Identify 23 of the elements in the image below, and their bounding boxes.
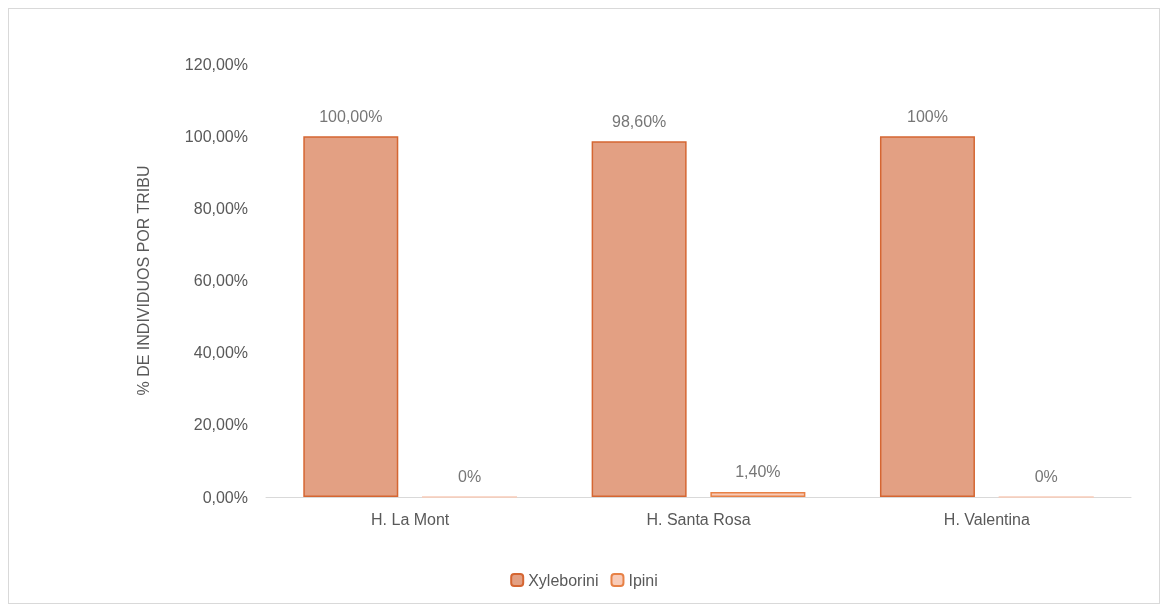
bar	[591, 141, 687, 497]
y-tick-label: 40,00%	[193, 344, 248, 362]
data-label: 100%	[907, 107, 948, 125]
x-tick-label: H. Valentina	[943, 510, 1030, 528]
data-label: 1,40%	[735, 463, 781, 481]
y-tick-label: 0,00%	[202, 488, 248, 506]
bar	[879, 136, 975, 497]
legend-label: Xyleborini	[528, 571, 599, 589]
y-tick-label: 60,00%	[193, 272, 248, 289]
x-tick-label: H. La Mont	[371, 510, 450, 528]
y-tick-label: 80,00%	[193, 199, 248, 217]
data-label: 0%	[457, 468, 482, 485]
data-label: 100,00%	[319, 107, 383, 125]
data-label: 98,60%	[611, 112, 667, 130]
y-tick-label: 100,00%	[184, 127, 248, 145]
y-tick-label: 120,00%	[184, 55, 248, 73]
legend-label: Ipini	[628, 571, 658, 589]
bar	[710, 491, 806, 497]
y-axis-title: % DE INDIVIDUOS POR TRIBU	[134, 165, 152, 396]
data-label: 0%	[1034, 468, 1058, 485]
x-tick-label: H. Santa Rosa	[646, 510, 751, 528]
bar	[303, 136, 399, 497]
y-tick-label: 20,00%	[193, 416, 248, 434]
